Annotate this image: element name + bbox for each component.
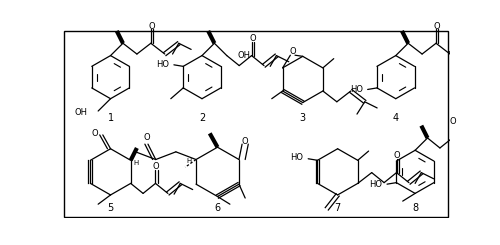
- Text: 8: 8: [412, 203, 418, 213]
- Text: 1: 1: [108, 113, 114, 123]
- Text: O: O: [434, 22, 440, 31]
- Text: O: O: [249, 34, 256, 43]
- Text: 6: 6: [214, 203, 220, 213]
- Text: O: O: [148, 22, 155, 31]
- Text: HO: HO: [350, 85, 363, 94]
- Text: HO: HO: [156, 60, 170, 69]
- Text: 2: 2: [199, 113, 205, 123]
- Text: OH: OH: [74, 108, 88, 117]
- Text: O: O: [153, 162, 160, 171]
- Text: O: O: [394, 151, 400, 160]
- Text: O: O: [92, 129, 98, 138]
- Text: 4: 4: [392, 113, 399, 123]
- Text: H: H: [134, 160, 139, 166]
- Text: OH: OH: [238, 51, 250, 60]
- Text: O: O: [143, 134, 150, 143]
- Text: O: O: [242, 136, 248, 146]
- Text: 3: 3: [300, 113, 306, 123]
- Text: HO: HO: [290, 153, 304, 162]
- Text: H: H: [186, 158, 192, 164]
- Text: 7: 7: [334, 203, 341, 213]
- Text: HO: HO: [370, 180, 382, 189]
- Text: O: O: [290, 47, 296, 56]
- Text: 5: 5: [108, 203, 114, 213]
- Text: O: O: [450, 117, 456, 125]
